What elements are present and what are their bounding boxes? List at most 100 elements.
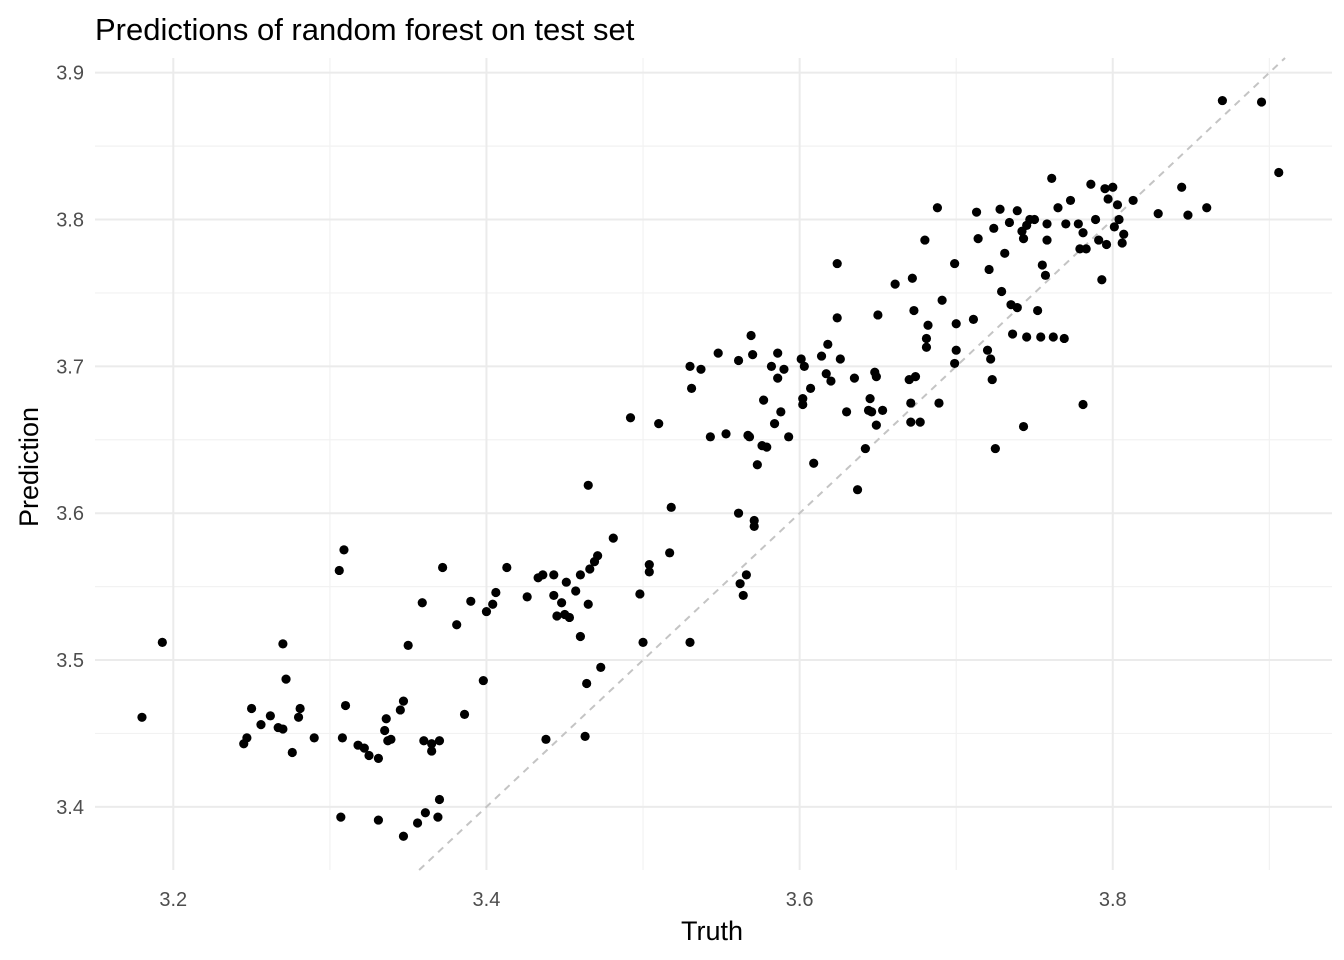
identity-reference-line-group <box>418 57 1286 871</box>
data-point <box>995 204 1005 214</box>
data-point <box>644 559 654 570</box>
data-point <box>137 712 147 722</box>
x-tick-label: 3.6 <box>786 889 814 911</box>
data-point <box>398 831 409 841</box>
data-point <box>951 345 961 355</box>
data-point <box>398 696 409 706</box>
data-point <box>1097 275 1107 285</box>
data-point <box>1000 248 1010 258</box>
data-point <box>403 640 413 650</box>
data-point <box>583 480 593 490</box>
data-point <box>1112 200 1123 210</box>
data-point <box>990 443 1000 454</box>
data-point <box>741 570 751 580</box>
x-tick-label: 3.4 <box>473 889 501 911</box>
data-point <box>644 567 654 577</box>
data-point <box>907 273 917 283</box>
data-point <box>1036 332 1046 342</box>
data-point <box>666 502 676 512</box>
data-point <box>1037 260 1047 270</box>
data-point <box>796 354 806 364</box>
data-point <box>950 258 960 269</box>
data-point <box>1117 238 1127 248</box>
data-point <box>890 279 900 289</box>
data-point <box>265 711 275 721</box>
data-point <box>1109 222 1119 232</box>
data-point <box>784 432 794 442</box>
data-point <box>334 565 344 576</box>
data-point <box>571 586 581 596</box>
data-point <box>596 662 606 672</box>
data-point <box>1061 219 1071 229</box>
x-tick-label: 3.8 <box>1099 889 1127 911</box>
data-point <box>1153 209 1163 219</box>
data-point <box>713 348 723 358</box>
data-point <box>752 460 762 470</box>
data-point <box>934 398 944 408</box>
data-point <box>971 207 982 217</box>
data-point <box>809 458 819 468</box>
data-point <box>1073 219 1083 229</box>
data-point <box>246 703 257 714</box>
data-point <box>1065 195 1076 206</box>
data-point <box>1018 421 1029 432</box>
data-point <box>951 319 961 329</box>
data-point <box>364 750 374 761</box>
data-point <box>1012 206 1022 216</box>
data-point <box>242 733 252 743</box>
data-point <box>1048 332 1058 342</box>
data-point <box>1183 210 1193 220</box>
data-point <box>339 545 349 555</box>
data-point <box>1094 235 1104 245</box>
data-point <box>906 398 916 408</box>
data-point <box>762 442 772 452</box>
data-point <box>1047 173 1057 184</box>
data-point <box>281 674 291 684</box>
data-point <box>746 330 756 341</box>
data-point <box>738 590 748 601</box>
data-point <box>1177 182 1187 192</box>
data-point <box>502 562 512 573</box>
data-point <box>420 808 430 818</box>
data-point <box>749 515 759 526</box>
data-point <box>278 724 288 734</box>
data-point <box>1029 214 1040 225</box>
data-point <box>852 485 863 495</box>
data-point <box>522 592 532 602</box>
data-point <box>799 361 809 371</box>
data-point <box>686 383 697 393</box>
data-point <box>733 508 744 518</box>
y-tick-label: 3.7 <box>56 356 84 378</box>
data-point <box>1119 229 1129 239</box>
data-point <box>865 394 875 404</box>
data-point <box>748 350 758 360</box>
data-point <box>1059 333 1069 344</box>
data-point <box>1040 270 1051 280</box>
data-point <box>419 736 429 746</box>
data-point <box>1042 235 1052 245</box>
data-point <box>987 374 997 385</box>
data-point <box>685 361 695 371</box>
data-point <box>575 631 586 642</box>
data-point <box>906 417 916 427</box>
data-point <box>557 598 567 608</box>
data-point <box>287 747 297 758</box>
data-point <box>973 234 983 244</box>
data-point <box>721 429 731 439</box>
y-tick-label: 3.9 <box>56 63 84 85</box>
data-point <box>538 570 548 580</box>
data-point <box>635 589 645 599</box>
data-point <box>910 372 921 382</box>
data-point <box>1202 203 1212 213</box>
data-point <box>1033 305 1043 316</box>
y-axis-title: Prediction <box>14 407 44 527</box>
data-point <box>575 570 586 580</box>
y-tick-label: 3.6 <box>56 503 84 525</box>
data-point <box>915 417 925 427</box>
data-point <box>1053 203 1063 213</box>
data-point <box>359 743 369 753</box>
data-point <box>1090 214 1101 225</box>
data-point <box>832 258 842 269</box>
data-point <box>1078 399 1088 410</box>
data-point <box>860 443 870 454</box>
